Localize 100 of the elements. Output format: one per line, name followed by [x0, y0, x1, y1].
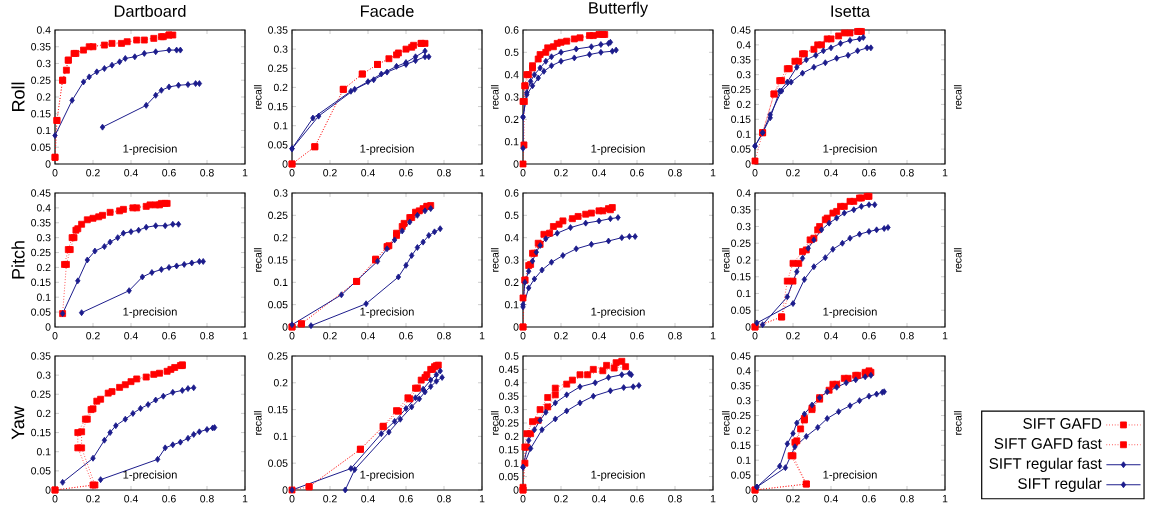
y-tick-label: 0.15: [731, 441, 751, 449]
y-tick-label: 0.4: [504, 70, 519, 79]
x-tick-label: 0.4: [361, 169, 375, 177]
y-tick-label: 0: [282, 160, 288, 168]
x-tick-label: 0.2: [323, 495, 337, 503]
x-tick-label: 1: [242, 169, 248, 177]
y-tick-label: 0.2: [273, 233, 288, 242]
y-axis-title: recall: [490, 248, 499, 272]
x-tick-label: 0.4: [824, 332, 838, 340]
y-tick-label: 0.35: [731, 56, 751, 64]
y-tick-label: 0.1: [504, 137, 519, 146]
y-tick-label: 0.3: [36, 59, 51, 68]
y-tick-label: 0.25: [268, 352, 288, 360]
y-tick-label: 0: [513, 486, 519, 494]
y-axis-title: recall: [721, 411, 730, 435]
chart-title: Isetta: [831, 5, 871, 17]
x-tick-label: 0.6: [399, 495, 413, 503]
y-tick-label: 0.35: [731, 382, 751, 390]
y-tick-label: 0.05: [268, 300, 288, 309]
y-tick-label: 0.3: [504, 405, 519, 414]
x-tick-label: 1: [942, 332, 948, 340]
y-tick-label: 0.2: [504, 115, 519, 123]
y-tick-label: 0.15: [31, 428, 51, 437]
y-tick-label: 0: [513, 160, 519, 168]
y-tick-label: 0.45: [731, 352, 751, 360]
y-tick-label: 0.25: [268, 211, 288, 219]
x-tick-label: 0.6: [630, 495, 644, 503]
y-axis-title: recall: [953, 411, 962, 435]
y-tick-label: 0.25: [731, 85, 751, 94]
y-tick-label: 0.4: [736, 41, 751, 49]
x-tick-label: 0.4: [124, 169, 138, 177]
x-tick-label: 0.8: [900, 495, 914, 503]
y-tick-label: 0: [745, 486, 751, 494]
y-tick-label: 0.45: [31, 189, 51, 197]
y-tick-label: 0.25: [499, 419, 519, 427]
y-tick-label: 0.1: [273, 278, 288, 286]
y-tick-label: 0.2: [36, 409, 51, 418]
x-tick-label: 0: [52, 169, 58, 177]
x-tick-label: 0: [520, 169, 526, 177]
y-tick-label: 0.45: [731, 26, 751, 34]
y-tick-label: 0.3: [36, 371, 51, 379]
x-axis-title: 1-precision: [360, 307, 414, 318]
y-tick-label: 0.2: [504, 432, 519, 441]
x-tick-label: 1: [710, 332, 716, 340]
y-tick-label: 0.4: [36, 204, 51, 212]
y-tick-label: 0: [745, 160, 751, 168]
y-tick-label: 0.1: [504, 459, 519, 467]
y-tick-label: 0.35: [31, 43, 51, 51]
y-tick-label: 0.25: [31, 248, 51, 257]
y-axis-title: recall: [490, 411, 499, 435]
y-tick-label: 0.3: [736, 222, 751, 231]
x-tick-label: 0: [289, 332, 295, 340]
x-tick-label: 0.6: [630, 332, 644, 340]
x-axis-title: 1-precision: [360, 144, 414, 155]
y-axis-title: recall: [721, 85, 730, 109]
x-tick-label: 0.4: [824, 169, 838, 177]
x-tick-label: 0.4: [824, 495, 838, 503]
y-tick-label: 0.05: [31, 308, 51, 316]
x-axis-title: 1-precision: [123, 470, 177, 481]
x-tick-label: 0.6: [162, 332, 176, 340]
y-axis-title: recall: [253, 411, 262, 435]
y-tick-label: 0: [513, 323, 519, 331]
x-tick-label: 0.8: [900, 332, 914, 340]
x-axis-title: 1-precision: [123, 307, 177, 318]
x-tick-label: 0.2: [786, 332, 800, 340]
x-tick-label: 0.2: [323, 332, 337, 340]
x-tick-label: 0.2: [554, 169, 568, 177]
x-tick-label: 0.2: [323, 169, 337, 177]
y-tick-label: 0.3: [504, 93, 519, 101]
x-axis-title: 1-precision: [591, 307, 645, 318]
legend-label: SIFT regular: [1018, 477, 1102, 492]
x-tick-label: 0.6: [862, 495, 876, 503]
y-tick-label: 0: [45, 486, 51, 494]
y-tick-label: 0.15: [31, 278, 51, 286]
x-tick-label: 0: [520, 332, 526, 340]
x-tick-label: 1: [942, 169, 948, 177]
y-tick-label: 0.1: [273, 122, 288, 130]
y-tick-label: 0.15: [268, 256, 288, 264]
x-tick-label: 0.2: [786, 169, 800, 177]
x-tick-label: 0: [752, 169, 758, 177]
y-tick-label: 0.2: [736, 100, 751, 109]
x-tick-label: 1: [479, 169, 485, 177]
y-tick-label: 0.1: [36, 126, 51, 135]
x-tick-label: 0.6: [162, 169, 176, 177]
y-tick-label: 0.2: [36, 263, 51, 272]
x-tick-label: 0.8: [437, 169, 451, 177]
y-tick-label: 0.35: [31, 352, 51, 360]
x-tick-label: 0: [520, 495, 526, 503]
y-tick-label: 0.35: [31, 219, 51, 227]
y-tick-label: 0.1: [736, 456, 751, 464]
x-tick-label: 0: [752, 495, 758, 503]
x-tick-label: 1: [242, 332, 248, 340]
x-tick-label: 1: [710, 495, 716, 503]
y-tick-label: 0.15: [31, 110, 51, 118]
x-tick-label: 0: [752, 332, 758, 340]
y-tick-label: 0.1: [736, 130, 751, 138]
y-tick-label: 0.5: [504, 48, 519, 56]
legend-label: SIFT GAFD fast: [994, 437, 1102, 449]
x-tick-label: 0.2: [554, 332, 568, 340]
x-tick-label: 0.8: [668, 332, 682, 340]
